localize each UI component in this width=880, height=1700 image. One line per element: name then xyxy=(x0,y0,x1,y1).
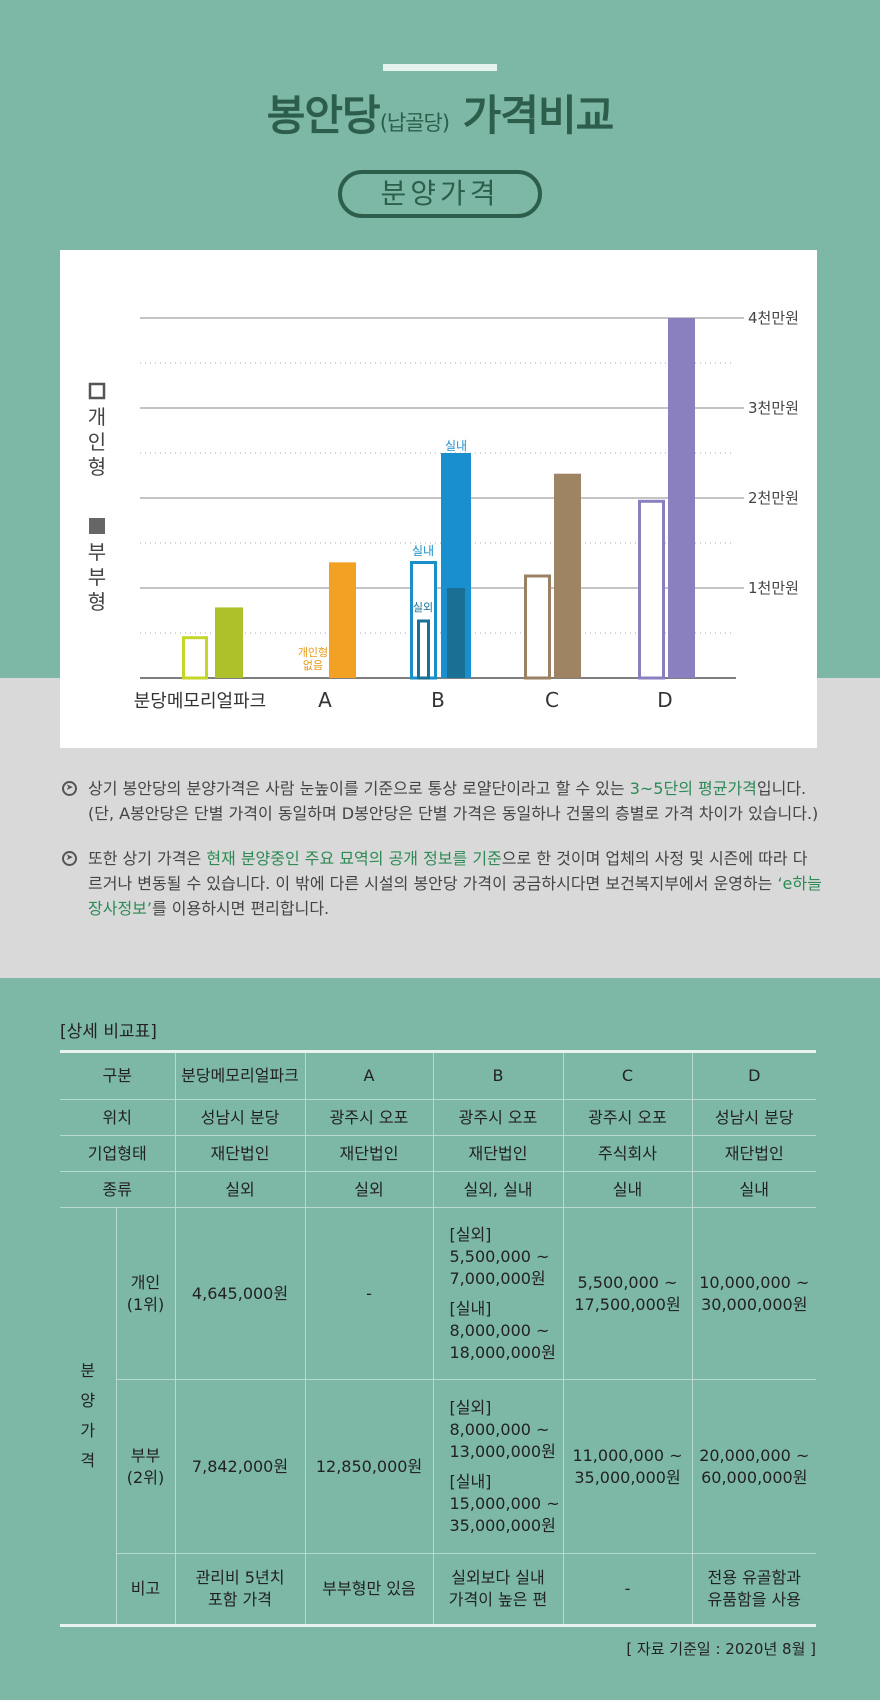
annotation-b-indoor: 실내 xyxy=(445,439,467,453)
title-main: 봉안당 xyxy=(266,91,381,140)
title-accent-bar xyxy=(383,64,497,71)
section-pill: 분양가격 xyxy=(338,170,542,218)
chart-card: 1천만원 2천만원 3천만원 4천만원 분당메모리얼파크 A B C D 개인형 없음 실내 실내 실외 실… xyxy=(60,250,817,748)
page-title: 봉안당(납골당) 가격비교 xyxy=(0,82,880,143)
table-row-company-type: 기업형태 재단법인 재단법인 재단법인 주식회사 재단법인 xyxy=(60,1135,816,1172)
annotation-b-indoor: 실내 xyxy=(412,544,434,558)
legend-individual-label: 형 xyxy=(88,455,106,479)
y-tick-label: 4천만원 xyxy=(748,309,799,327)
notes: ➤ 상기 봉안당의 분양가격은 사람 눈높이를 기준으로 통상 로얄단이라고 할… xyxy=(62,776,822,941)
x-category-label: D xyxy=(657,688,672,712)
table-row-remarks: 비고 관리비 5년치 포함 가격 부부형만 있음 실외보다 실내 가격이 높은 편 … xyxy=(60,1553,816,1626)
row-label-couple: 부부 (2위) xyxy=(116,1379,176,1554)
table-caption: [상세 비교표] xyxy=(60,1022,157,1042)
legend-couple-label: 부 xyxy=(88,565,106,589)
table-row-kind: 종류 실외 실외 실외, 실내 실내 실내 xyxy=(60,1171,816,1208)
bar-C-부부형 xyxy=(554,473,581,678)
annotation-a-none: 없음 xyxy=(303,659,323,672)
note-1: ➤ 상기 봉안당의 분양가격은 사람 눈높이를 기준으로 통상 로얄단이라고 할… xyxy=(62,776,822,826)
title-sub: (납골당) xyxy=(379,111,450,135)
row-label-individual: 개인 (1위) xyxy=(115,1207,176,1380)
b-individual-price: [실외] 5,500,000 ~7,000,000원 [실내] 8,000,000 … xyxy=(432,1207,564,1380)
x-category-label: C xyxy=(545,688,559,712)
header-cell: C xyxy=(562,1051,693,1100)
table-header-row: 구분 분당메모리얼파크 A B C D xyxy=(60,1051,816,1100)
x-category-label: B xyxy=(431,688,445,712)
x-category-label: A xyxy=(318,688,332,712)
b-couple-price: [실외] 8,000,000 ~13,000,000원 [실내] 15,000,00… xyxy=(432,1379,564,1554)
legend-individual-swatch xyxy=(88,382,106,400)
bar-분당메모리얼파크-개인형 xyxy=(182,636,208,680)
arrow-circle-icon: ➤ xyxy=(62,851,77,866)
title-tail: 가격비교 xyxy=(462,91,615,140)
header-cell: 분당메모리얼파크 xyxy=(174,1051,306,1100)
group-label-sale-price: 분양가격 xyxy=(60,1207,117,1626)
table-row-couple: 부부 (2위) 7,842,000원 12,850,000원 [실외] 8,000,… xyxy=(60,1379,816,1554)
y-tick-label: 2천만원 xyxy=(748,489,799,507)
comparison-table: 구분 분당메모리얼파크 A B C D 위치 성남시 분당 광주시 오포 광주시… xyxy=(60,1050,816,1627)
bar-D-부부형 xyxy=(668,318,695,678)
legend-individual-label: 개 xyxy=(88,405,106,429)
annotation-b-outdoor: 실외 xyxy=(413,601,433,614)
legend-couple-label: 부 xyxy=(88,540,106,564)
row-label-remarks: 비고 xyxy=(116,1553,176,1626)
annotation-b-outdoor: 실외 xyxy=(446,572,466,585)
bar-A-부부형 xyxy=(329,562,356,678)
table-row-location: 위치 성남시 분당 광주시 오포 광주시 오포 광주시 오포 성남시 분당 xyxy=(60,1099,816,1136)
annotation-a-none: 개인형 xyxy=(298,646,328,659)
y-tick-label: 1천만원 xyxy=(748,579,799,597)
note-2: ➤ 또한 상기 가격은 현재 분양중인 주요 묘역의 공개 정보를 기준으로 한… xyxy=(62,846,822,921)
y-tick-label: 3천만원 xyxy=(748,399,799,417)
bar-분당메모리얼파크-부부형 xyxy=(215,607,243,678)
source-note: [ 자료 기준일 : 2020년 8월 ] xyxy=(626,1640,816,1658)
legend-couple-label: 형 xyxy=(88,590,106,614)
header-cell: D xyxy=(691,1051,816,1100)
bar-D-개인형 xyxy=(638,499,665,680)
table-row-individual: 분양가격 개인 (1위) 4,645,000원 - [실외] 5,500,000 ~… xyxy=(60,1207,816,1626)
header-cell: B xyxy=(432,1051,564,1100)
bar-B-개인형-실외 xyxy=(417,619,430,680)
legend-individual-label: 인 xyxy=(88,430,106,454)
legend-couple-swatch xyxy=(89,518,105,534)
header-cell: A xyxy=(304,1051,434,1100)
bar-B-부부형-실외 xyxy=(447,588,465,678)
header-cell: 구분 xyxy=(60,1051,176,1100)
bar-C-개인형 xyxy=(524,574,551,680)
x-category-label: 분당메모리얼파크 xyxy=(134,691,266,712)
arrow-circle-icon: ➤ xyxy=(62,781,77,796)
